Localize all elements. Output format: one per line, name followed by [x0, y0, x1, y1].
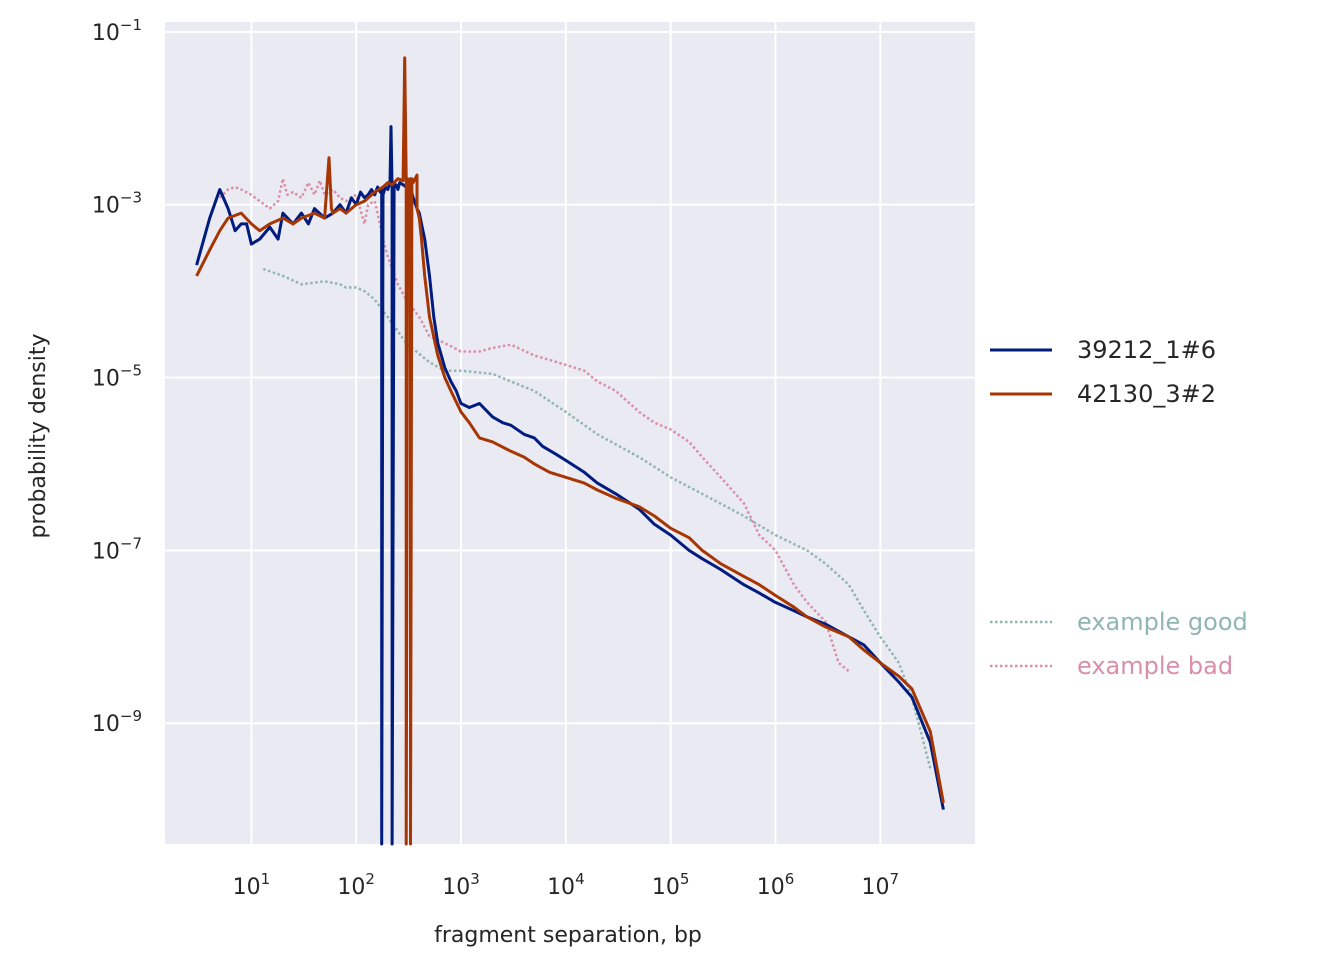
y-ticks: 10−910−710−510−310−1 [92, 16, 142, 737]
legend-label: 39212_1#6 [1077, 336, 1216, 364]
y-tick-label: 10−9 [92, 707, 142, 737]
x-tick-label-exponent: 4 [575, 870, 585, 888]
x-tick-label-base: 10 [757, 875, 785, 900]
x-tick-label: 101 [233, 870, 271, 900]
x-tick-label-base: 10 [862, 875, 890, 900]
legend-label: example bad [1077, 652, 1233, 680]
legend-label: example good [1077, 608, 1248, 636]
y-tick-label: 10−5 [92, 362, 142, 392]
x-tick-label-exponent: 1 [261, 870, 271, 888]
x-tick-label-base: 10 [547, 875, 575, 900]
grid [165, 22, 975, 844]
x-tick-label: 104 [547, 870, 585, 900]
y-tick-label-exponent: −9 [120, 707, 142, 725]
y-tick-label-base: 10 [92, 712, 120, 737]
plot-background [165, 22, 975, 844]
y-tick-label-base: 10 [92, 194, 120, 219]
legend-label: 42130_3#2 [1077, 380, 1216, 408]
y-axis-label: probability density [26, 333, 51, 538]
series-line-example-good [262, 267, 932, 769]
series-layer [195, 56, 945, 846]
x-ticks: 101 102 103 104 105 106 107 [233, 870, 900, 900]
x-tick-label: 103 [442, 870, 480, 900]
y-tick-label: 10−3 [92, 189, 142, 219]
x-tick-label-base: 10 [233, 875, 261, 900]
x-tick-label: 105 [652, 870, 690, 900]
x-tick-label-base: 10 [442, 875, 470, 900]
x-tick-label-exponent: 6 [785, 870, 795, 888]
y-tick-label: 10−7 [92, 534, 142, 564]
x-axis-label: fragment separation, bp [434, 923, 702, 948]
y-tick-label-exponent: −5 [120, 362, 142, 380]
y-tick-label-base: 10 [92, 539, 120, 564]
y-tick-label-exponent: −1 [120, 16, 142, 34]
x-tick-label-base: 10 [337, 875, 365, 900]
x-tick-label-exponent: 2 [365, 870, 375, 888]
series-line-example-bad [218, 177, 850, 673]
x-tick-label: 107 [862, 870, 900, 900]
x-tick-label-exponent: 3 [470, 870, 480, 888]
y-tick-label-exponent: −7 [120, 534, 142, 552]
x-tick-label-base: 10 [652, 875, 680, 900]
x-tick-label: 102 [337, 870, 375, 900]
y-tick-label-base: 10 [92, 367, 120, 392]
series-line-42130-3-2 [195, 56, 945, 846]
y-tick-label-exponent: −3 [120, 189, 142, 207]
x-tick-label-exponent: 5 [680, 870, 690, 888]
y-tick-label-base: 10 [92, 21, 120, 46]
x-tick-label: 106 [757, 870, 795, 900]
x-tick-label-exponent: 7 [890, 870, 900, 888]
y-tick-label: 10−1 [92, 16, 142, 46]
